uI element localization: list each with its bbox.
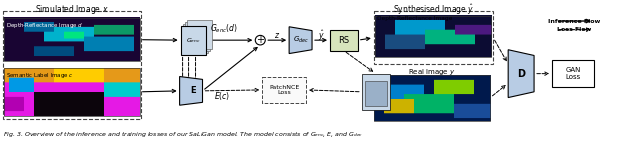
Text: Fig. 3. Overview of the inference and training losses of our SaLiGan model. The : Fig. 3. Overview of the inference and tr… xyxy=(3,130,364,139)
Polygon shape xyxy=(289,27,312,54)
Text: $\hat{y}$: $\hat{y}$ xyxy=(317,28,324,43)
Text: GAN
Loss: GAN Loss xyxy=(565,67,580,80)
Bar xyxy=(330,30,358,51)
Text: Inference Flow: Inference Flow xyxy=(548,18,600,24)
Text: RS: RS xyxy=(339,36,349,45)
Bar xyxy=(4,68,140,116)
Bar xyxy=(180,26,207,55)
Bar xyxy=(374,12,493,64)
Bar xyxy=(362,74,390,110)
Bar xyxy=(182,24,209,53)
Text: Real Image $y$: Real Image $y$ xyxy=(408,67,456,77)
Polygon shape xyxy=(508,50,534,98)
Bar xyxy=(187,20,212,49)
Bar xyxy=(552,60,594,87)
Bar xyxy=(262,77,306,103)
Text: Simulated Image $x$: Simulated Image $x$ xyxy=(35,3,109,16)
Bar xyxy=(375,16,492,57)
Bar xyxy=(3,12,141,119)
Text: $z$: $z$ xyxy=(274,31,280,40)
Text: Depth-Reflectance Image: Depth-Reflectance Image xyxy=(377,16,452,21)
Bar xyxy=(184,22,211,51)
Text: D: D xyxy=(517,69,525,79)
Bar xyxy=(374,75,490,121)
Text: $G_{dec}$: $G_{dec}$ xyxy=(293,35,309,45)
Text: +: + xyxy=(256,35,264,45)
Text: Synthesised Image $\hat{y}$: Synthesised Image $\hat{y}$ xyxy=(393,2,474,17)
Text: E: E xyxy=(191,86,196,95)
Circle shape xyxy=(255,35,265,45)
Polygon shape xyxy=(180,77,202,105)
Text: $G_{enc}$: $G_{enc}$ xyxy=(186,36,201,45)
Text: PatchNCE
Loss: PatchNCE Loss xyxy=(269,84,300,95)
Text: Depth-Reflectance Image $d$: Depth-Reflectance Image $d$ xyxy=(6,21,84,30)
Text: Semantic Label Image $c$: Semantic Label Image $c$ xyxy=(6,71,74,80)
Text: Loss Flow: Loss Flow xyxy=(557,27,591,32)
Text: $E(c)$: $E(c)$ xyxy=(214,90,230,102)
Bar xyxy=(4,18,140,61)
Text: $G_{enc}(d)$: $G_{enc}(d)$ xyxy=(211,22,238,35)
Bar xyxy=(365,81,387,106)
